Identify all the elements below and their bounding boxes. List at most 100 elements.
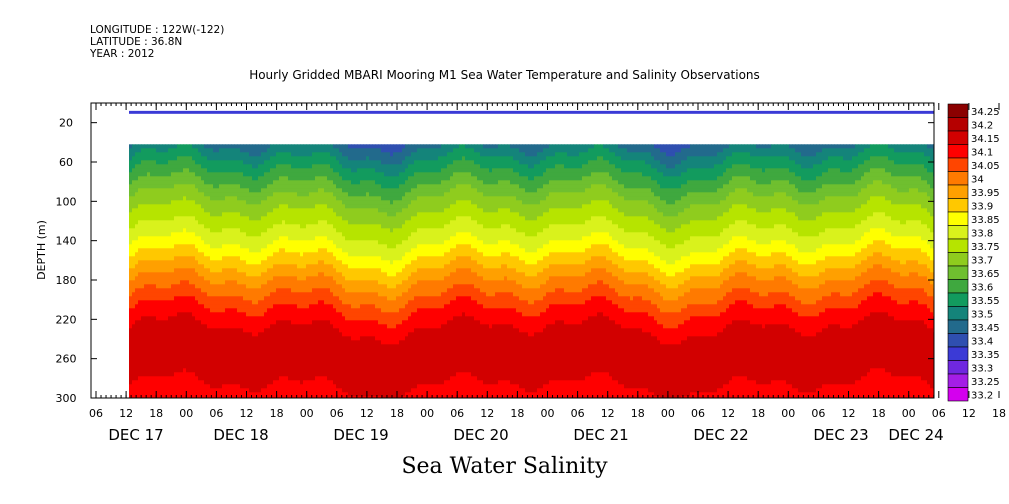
field-cell xyxy=(231,344,235,349)
field-cell xyxy=(180,316,184,321)
field-cell xyxy=(291,276,295,281)
field-cell xyxy=(225,244,229,249)
field-cell xyxy=(252,392,256,397)
field-cell xyxy=(210,308,214,313)
field-cell xyxy=(150,352,154,357)
field-cell xyxy=(300,156,304,161)
field-cell xyxy=(150,252,154,257)
field-cell xyxy=(240,392,244,397)
field-cell xyxy=(306,168,310,173)
field-cell xyxy=(129,384,133,389)
field-cell xyxy=(147,356,151,361)
field-cell xyxy=(180,328,184,333)
field-cell xyxy=(153,392,157,397)
field-cell xyxy=(177,336,181,341)
field-cell xyxy=(273,172,277,177)
field-cell xyxy=(240,376,244,381)
field-cell xyxy=(168,168,172,173)
field-cell xyxy=(357,144,361,149)
field-cell xyxy=(261,172,265,177)
field-cell xyxy=(267,260,271,265)
field-cell xyxy=(261,168,265,173)
field-cell xyxy=(234,232,238,237)
field-cell xyxy=(204,264,208,269)
field-cell xyxy=(195,328,199,333)
field-cell xyxy=(201,360,205,365)
field-cell xyxy=(174,168,178,173)
field-cell xyxy=(309,188,313,193)
field-cell xyxy=(243,232,247,237)
field-cell xyxy=(183,360,187,365)
field-cell xyxy=(249,212,253,217)
field-cell xyxy=(291,224,295,229)
field-cell xyxy=(267,320,271,325)
field-cell xyxy=(345,184,349,189)
field-cell xyxy=(354,148,358,153)
field-cell xyxy=(306,264,310,269)
field-cell xyxy=(354,332,358,337)
field-cell xyxy=(261,396,265,398)
field-cell xyxy=(300,208,304,213)
field-cell xyxy=(210,368,214,373)
field-cell xyxy=(240,296,244,301)
field-cell xyxy=(348,332,352,337)
field-cell xyxy=(213,316,217,321)
field-cell xyxy=(324,344,328,349)
field-cell xyxy=(153,268,157,273)
field-cell xyxy=(225,204,229,209)
field-cell xyxy=(303,172,307,177)
field-cell xyxy=(165,232,169,237)
field-cell xyxy=(246,348,250,353)
field-cell xyxy=(144,384,148,389)
field-cell xyxy=(351,292,355,297)
field-cell xyxy=(210,152,214,157)
field-cell xyxy=(348,388,352,393)
field-cell xyxy=(312,352,316,357)
field-cell xyxy=(231,352,235,357)
field-cell xyxy=(318,148,322,153)
field-cell xyxy=(129,184,133,189)
field-cell xyxy=(324,340,328,345)
field-cell xyxy=(342,272,346,277)
field-cell xyxy=(294,148,298,153)
field-cell xyxy=(360,280,364,285)
field-cell xyxy=(354,312,358,317)
field-cell xyxy=(264,396,268,398)
field-cell xyxy=(285,320,289,325)
field-cell xyxy=(201,252,205,257)
field-cell xyxy=(204,320,208,325)
field-cell xyxy=(219,256,223,261)
field-cell xyxy=(150,264,154,269)
field-cell xyxy=(192,200,196,205)
field-cell xyxy=(270,268,274,273)
field-cell xyxy=(327,308,331,313)
field-cell xyxy=(165,356,169,361)
field-cell xyxy=(330,392,334,397)
field-cell xyxy=(267,376,271,381)
field-cell xyxy=(147,380,151,385)
field-cell xyxy=(300,252,304,257)
field-cell xyxy=(357,156,361,161)
field-cell xyxy=(183,172,187,177)
field-cell xyxy=(177,276,181,281)
field-cell xyxy=(156,336,160,341)
field-cell xyxy=(240,220,244,225)
field-cell xyxy=(360,148,364,153)
field-cell xyxy=(189,172,193,177)
field-cell xyxy=(321,268,325,273)
field-cell xyxy=(330,340,334,345)
field-cell xyxy=(174,220,178,225)
field-cell xyxy=(195,240,199,245)
field-cell xyxy=(150,248,154,253)
field-cell xyxy=(282,204,286,209)
field-cell xyxy=(354,264,358,269)
field-cell xyxy=(222,176,226,181)
field-cell xyxy=(132,340,136,345)
field-cell xyxy=(213,372,217,377)
field-cell xyxy=(312,308,316,313)
field-cell xyxy=(261,152,265,157)
field-cell xyxy=(324,260,328,265)
field-cell xyxy=(141,356,145,361)
field-cell xyxy=(180,284,184,289)
field-cell xyxy=(267,348,271,353)
